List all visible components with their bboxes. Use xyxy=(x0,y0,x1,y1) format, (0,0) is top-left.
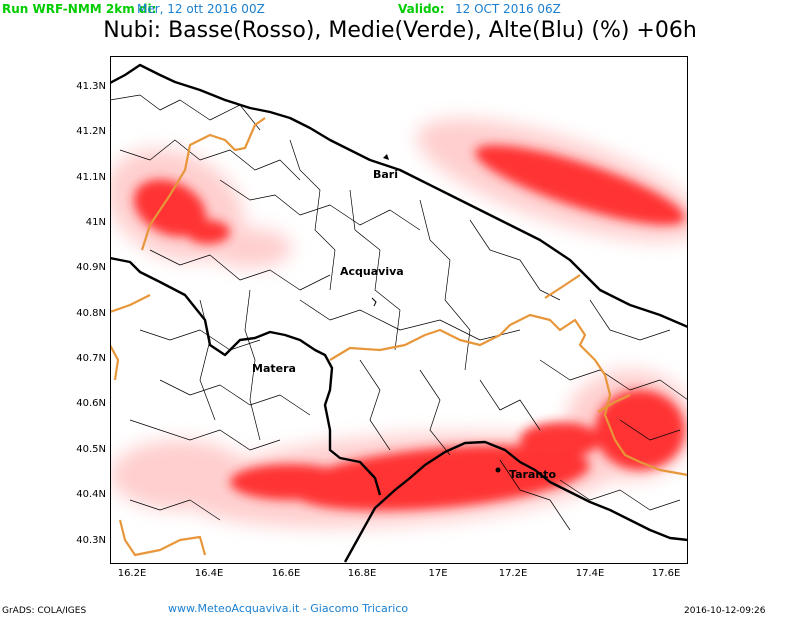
footer-timestamp: 2016-10-12-09:26 xyxy=(684,606,766,616)
lon-label-17: 17E xyxy=(428,568,448,579)
lat-label-41: 41N xyxy=(85,217,106,228)
city-bari: Bari xyxy=(373,168,398,181)
valid-label: Valido: xyxy=(398,2,445,16)
lat-label-41-3: 41.3N xyxy=(76,81,106,92)
valid-date: 12 OCT 2016 06Z xyxy=(455,2,561,16)
map-title: Nubi: Basse(Rosso), Medie(Verde), Alte(B… xyxy=(103,18,697,43)
lat-label-40-7: 40.7N xyxy=(76,353,106,364)
municipal-borders xyxy=(110,94,688,531)
lat-label-40-4: 40.4N xyxy=(76,489,106,500)
lon-label-17-2: 17.2E xyxy=(498,568,528,579)
acquaviva-marker xyxy=(371,297,377,307)
lat-label-40-9: 40.9N xyxy=(76,262,106,273)
taranto-marker xyxy=(495,467,501,473)
city-matera: Matera xyxy=(252,362,296,375)
cloud-map: Bari Acquaviva Matera Taranto xyxy=(110,56,688,564)
run-date: Mer, 12 ott 2016 00Z xyxy=(137,2,265,16)
run-label: Run WRF-NMM 2km di: xyxy=(2,2,157,16)
bari-marker xyxy=(383,154,389,160)
lat-label-40-3: 40.3N xyxy=(76,535,106,546)
regional-borders xyxy=(110,117,688,557)
lon-label-16-6: 16.6E xyxy=(271,568,301,579)
lon-label-16-2: 16.2E xyxy=(117,568,147,579)
lat-label-40-6: 40.6N xyxy=(76,398,106,409)
lat-label-41-2: 41.2N xyxy=(76,126,106,137)
city-acquaviva: Acquaviva xyxy=(340,265,404,278)
map-frame xyxy=(110,56,688,564)
lon-label-17-4: 17.4E xyxy=(575,568,605,579)
city-taranto: Taranto xyxy=(509,468,556,481)
coastline xyxy=(110,63,688,563)
city-markers xyxy=(371,154,501,473)
lon-label-16-8: 16.8E xyxy=(347,568,377,579)
footer-website: www.MeteoAcquaviva.it - Giacomo Tricaric… xyxy=(168,602,409,615)
lat-label-41-1: 41.1N xyxy=(76,172,106,183)
lon-label-16-4: 16.4E xyxy=(194,568,224,579)
lon-label-17-6: 17.6E xyxy=(651,568,681,579)
low-cloud-layer xyxy=(110,118,688,528)
lat-label-40-8: 40.8N xyxy=(76,308,106,319)
footer-credit: GrADS: COLA/IGES xyxy=(2,606,87,616)
lat-label-40-5: 40.5N xyxy=(76,444,106,455)
